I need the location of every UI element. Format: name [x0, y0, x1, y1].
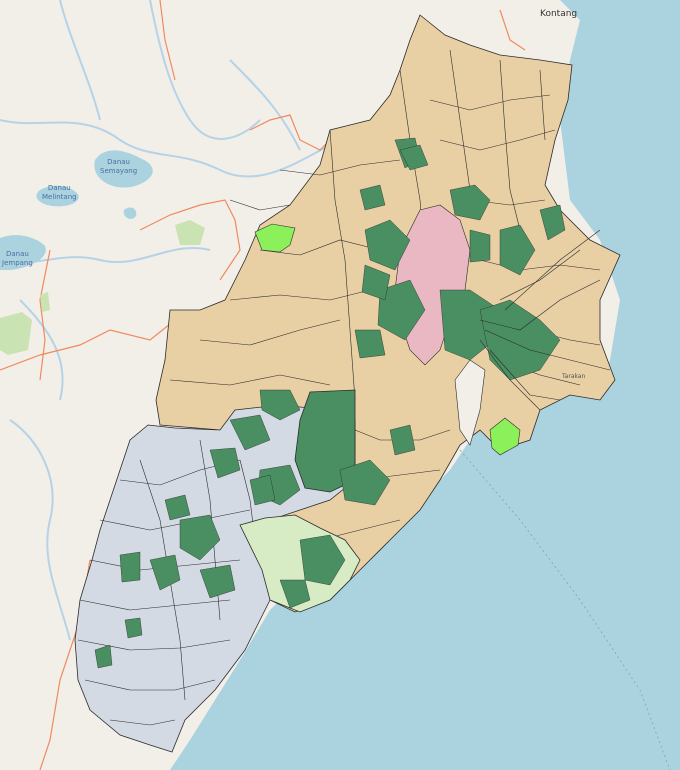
lake-melintang: [36, 185, 79, 207]
lake-label-semayang: Danau Semayang: [100, 158, 138, 175]
delta-channels: [479, 229, 611, 411]
strait: [454, 359, 486, 446]
bright-green-patch-west[interactable]: [254, 223, 296, 253]
lake-jempang: [0, 235, 46, 270]
lake-semayang: [94, 150, 153, 188]
sea-area: [170, 0, 680, 770]
city-label: Kontang: [540, 9, 578, 19]
forest-block[interactable]: [294, 389, 356, 493]
bright-green-patch-delta[interactable]: [489, 417, 521, 456]
lake-label-melintang: Danau Melintang: [42, 184, 77, 201]
land-northeast: [490, 0, 575, 60]
shipping-route: [459, 449, 671, 770]
lakes: [0, 150, 153, 270]
forest-clusters: [94, 137, 566, 669]
lake-label-jempang: Danau Jempang: [2, 250, 33, 267]
lake-small: [123, 207, 137, 219]
city-label-south: Tarakan: [562, 373, 586, 380]
parks: [0, 220, 205, 355]
